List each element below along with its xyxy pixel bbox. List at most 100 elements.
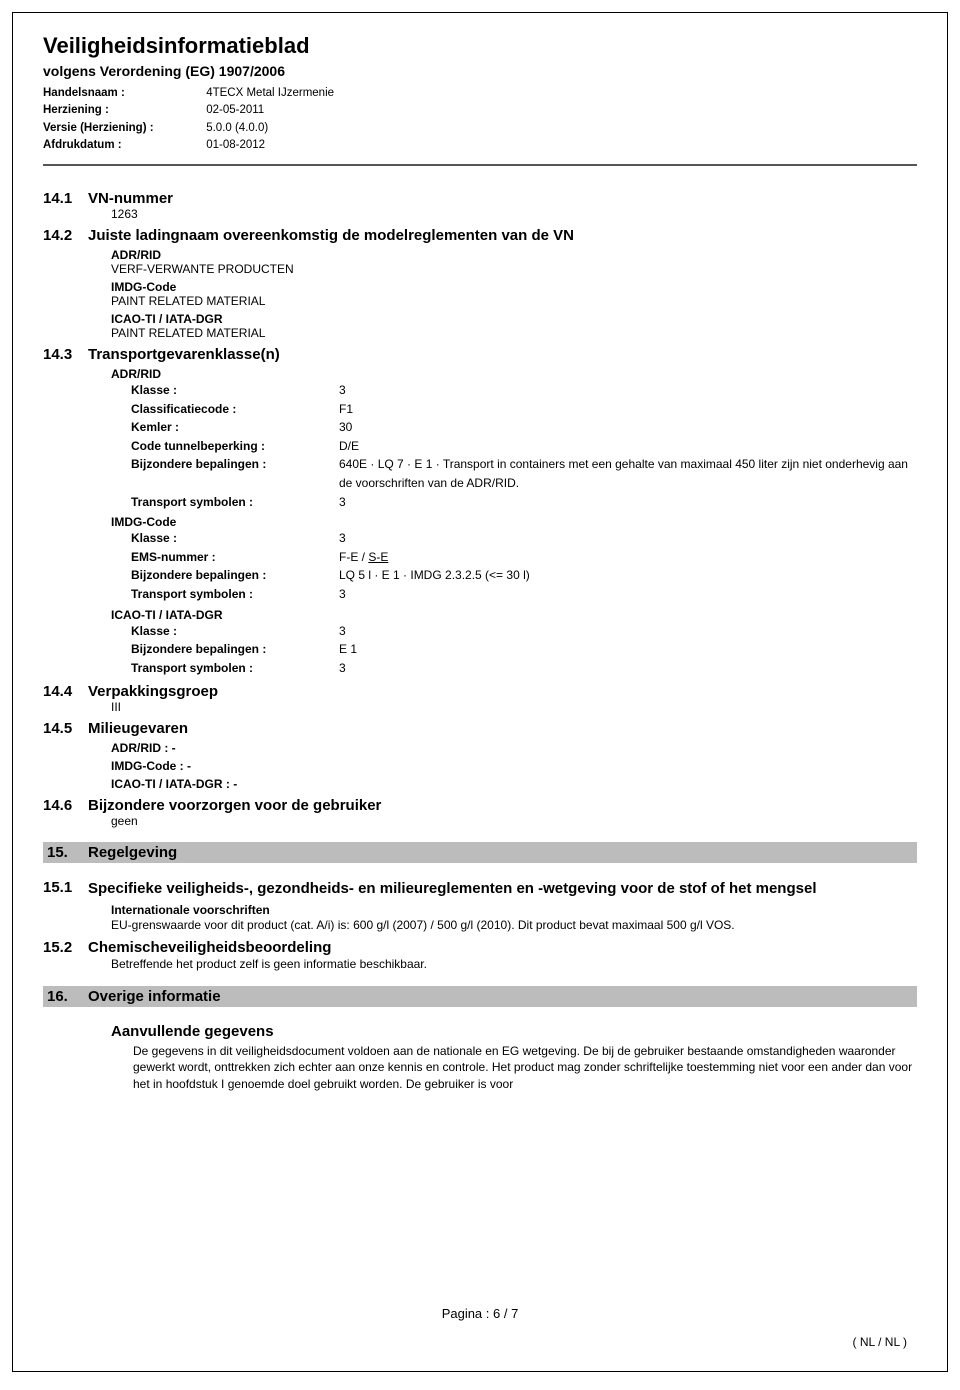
chemveilig-text: Betreffende het product zelf is geen inf… <box>111 956 917 972</box>
page-footer-locale: ( NL / NL ) <box>853 1335 907 1349</box>
kv-tunnel: Code tunnelbeperking : D/E <box>131 437 917 456</box>
ems-pre: F-E / <box>339 550 368 564</box>
kv-value: D/E <box>339 437 917 456</box>
kv-value: 30 <box>339 418 917 437</box>
kv-label: Klasse : <box>131 381 339 400</box>
kv-kemler: Kemler : 30 <box>131 418 917 437</box>
icao-label: ICAO-TI / IATA-DGR <box>111 312 917 326</box>
section-16-bar: 16. Overige informatie <box>43 986 917 1007</box>
eu-grenswaarde-text: EU-grenswaarde voor dit product (cat. A/… <box>111 917 917 933</box>
kv-value: 640E · LQ 7 · E 1 · Transport in contain… <box>339 455 917 492</box>
page: Veiligheidsinformatieblad volgens Verord… <box>12 12 948 1372</box>
kv-value: E 1 <box>339 640 917 659</box>
section-14-3: 14.3 Transportgevarenklasse(n) <box>43 346 917 363</box>
doc-title: Veiligheidsinformatieblad <box>43 33 917 59</box>
kv-value: 3 <box>339 529 917 548</box>
kv-value: LQ 5 l · E 1 · IMDG 2.3.2.5 (<= 30 l) <box>339 566 917 585</box>
section-title: Regelgeving <box>88 844 177 861</box>
icao-label: ICAO-TI / IATA-DGR <box>111 608 917 622</box>
section-title: Specifieke veiligheids-, gezondheids- en… <box>88 879 816 899</box>
kv-label: Klasse : <box>131 622 339 641</box>
section-14-5: 14.5 Milieugevaren <box>43 720 917 737</box>
icao-value: PAINT RELATED MATERIAL <box>111 326 917 340</box>
meta-herziening: Herziening : 02-05-2011 <box>43 102 917 119</box>
section-title: VN-nummer <box>88 190 173 207</box>
kv-bijzondere: Bijzondere bepalingen : 640E · LQ 7 · E … <box>131 455 917 492</box>
kv-label: Code tunnelbeperking : <box>131 437 339 456</box>
kv-transport-symbolen: Transport symbolen : 3 <box>131 585 917 604</box>
meta-versie: Versie (Herziening) : 5.0.0 (4.0.0) <box>43 120 917 137</box>
kv-bijzondere: Bijzondere bepalingen : LQ 5 l · E 1 · I… <box>131 566 917 585</box>
kv-value: 3 <box>339 622 917 641</box>
aanvullende-text: De gegevens in dit veiligheidsdocument v… <box>133 1043 917 1092</box>
adr-rid-label: ADR/RID <box>111 367 917 381</box>
kv-transport-symbolen: Transport symbolen : 3 <box>131 659 917 678</box>
meta-label: Versie (Herziening) : <box>43 120 203 137</box>
section-number: 15.2 <box>43 939 88 956</box>
kv-bijzondere: Bijzondere bepalingen : E 1 <box>131 640 917 659</box>
meta-label: Handelsnaam : <box>43 85 203 102</box>
imdg-label: IMDG-Code <box>111 280 917 294</box>
aanvullende-heading: Aanvullende gegevens <box>111 1023 274 1040</box>
kv-label: Bijzondere bepalingen : <box>131 566 339 585</box>
imdg-value: PAINT RELATED MATERIAL <box>111 294 917 308</box>
kv-ems: EMS-nummer : F-E / S-E <box>131 548 917 567</box>
meta-handelsnaam: Handelsnaam : 4TECX Metal IJzermenie <box>43 85 917 102</box>
ems-underlined: S-E <box>368 550 388 564</box>
section-number: 14.1 <box>43 190 88 207</box>
section-number: 15. <box>47 844 88 861</box>
section-14-1: 14.1 VN-nummer <box>43 190 917 207</box>
section-title: Bijzondere voorzorgen voor de gebruiker <box>88 797 381 814</box>
section-number: 16. <box>47 988 88 1005</box>
section-14-2: 14.2 Juiste ladingnaam overeenkomstig de… <box>43 227 917 244</box>
kv-label: Bijzondere bepalingen : <box>131 455 339 492</box>
internationale-voorschriften-label: Internationale voorschriften <box>111 903 917 917</box>
kv-klasse: Klasse : 3 <box>131 381 917 400</box>
kv-label: Classificatiecode : <box>131 400 339 419</box>
section-number: 15.1 <box>43 879 88 896</box>
meta-value: 02-05-2011 <box>206 104 264 116</box>
adr-rid-value: VERF-VERWANTE PRODUCTEN <box>111 262 917 276</box>
imdg-label: IMDG-Code <box>111 515 917 529</box>
section-title: Chemischeveiligheidsbeoordeling <box>88 939 331 956</box>
kv-classificatiecode: Classificatiecode : F1 <box>131 400 917 419</box>
header-divider <box>43 164 917 166</box>
kv-klasse: Klasse : 3 <box>131 622 917 641</box>
kv-label: Transport symbolen : <box>131 493 339 512</box>
kv-value: F1 <box>339 400 917 419</box>
section-number: 14.4 <box>43 683 88 700</box>
section-number: 14.5 <box>43 720 88 737</box>
kv-label: EMS-nummer : <box>131 548 339 567</box>
milieu-imdg: IMDG-Code : - <box>111 759 917 773</box>
kv-label: Transport symbolen : <box>131 585 339 604</box>
section-number: 14.3 <box>43 346 88 363</box>
kv-value: 3 <box>339 493 917 512</box>
meta-value: 4TECX Metal IJzermenie <box>206 87 334 99</box>
kv-klasse: Klasse : 3 <box>131 529 917 548</box>
section-15-2: 15.2 Chemischeveiligheidsbeoordeling <box>43 939 917 956</box>
section-title: Transportgevarenklasse(n) <box>88 346 280 363</box>
kv-label: Bijzondere bepalingen : <box>131 640 339 659</box>
kv-value: 3 <box>339 585 917 604</box>
section-title: Overige informatie <box>88 988 221 1005</box>
meta-afdruk: Afdrukdatum : 01-08-2012 <box>43 137 917 154</box>
section-number: 14.2 <box>43 227 88 244</box>
section-title: Verpakkingsgroep <box>88 683 218 700</box>
meta-value: 01-08-2012 <box>206 139 265 151</box>
bijzondere-voorzorgen-value: geen <box>111 814 917 828</box>
kv-value: 3 <box>339 381 917 400</box>
milieu-adr: ADR/RID : - <box>111 741 917 755</box>
section-15-1: 15.1 Specifieke veiligheids-, gezondheid… <box>43 879 917 899</box>
adr-rid-label: ADR/RID <box>111 248 917 262</box>
section-14-6: 14.6 Bijzondere voorzorgen voor de gebru… <box>43 797 917 814</box>
vn-nummer-value: 1263 <box>111 207 917 221</box>
section-title: Juiste ladingnaam overeenkomstig de mode… <box>88 227 574 244</box>
aanvullende-header: Aanvullende gegevens <box>111 1023 917 1041</box>
kv-transport-symbolen: Transport symbolen : 3 <box>131 493 917 512</box>
doc-subtitle: volgens Verordening (EG) 1907/2006 <box>43 63 917 79</box>
section-15-bar: 15. Regelgeving <box>43 842 917 863</box>
kv-value: 3 <box>339 659 917 678</box>
meta-label: Afdrukdatum : <box>43 137 203 154</box>
section-14-4: 14.4 Verpakkingsgroep <box>43 683 917 700</box>
kv-label: Transport symbolen : <box>131 659 339 678</box>
